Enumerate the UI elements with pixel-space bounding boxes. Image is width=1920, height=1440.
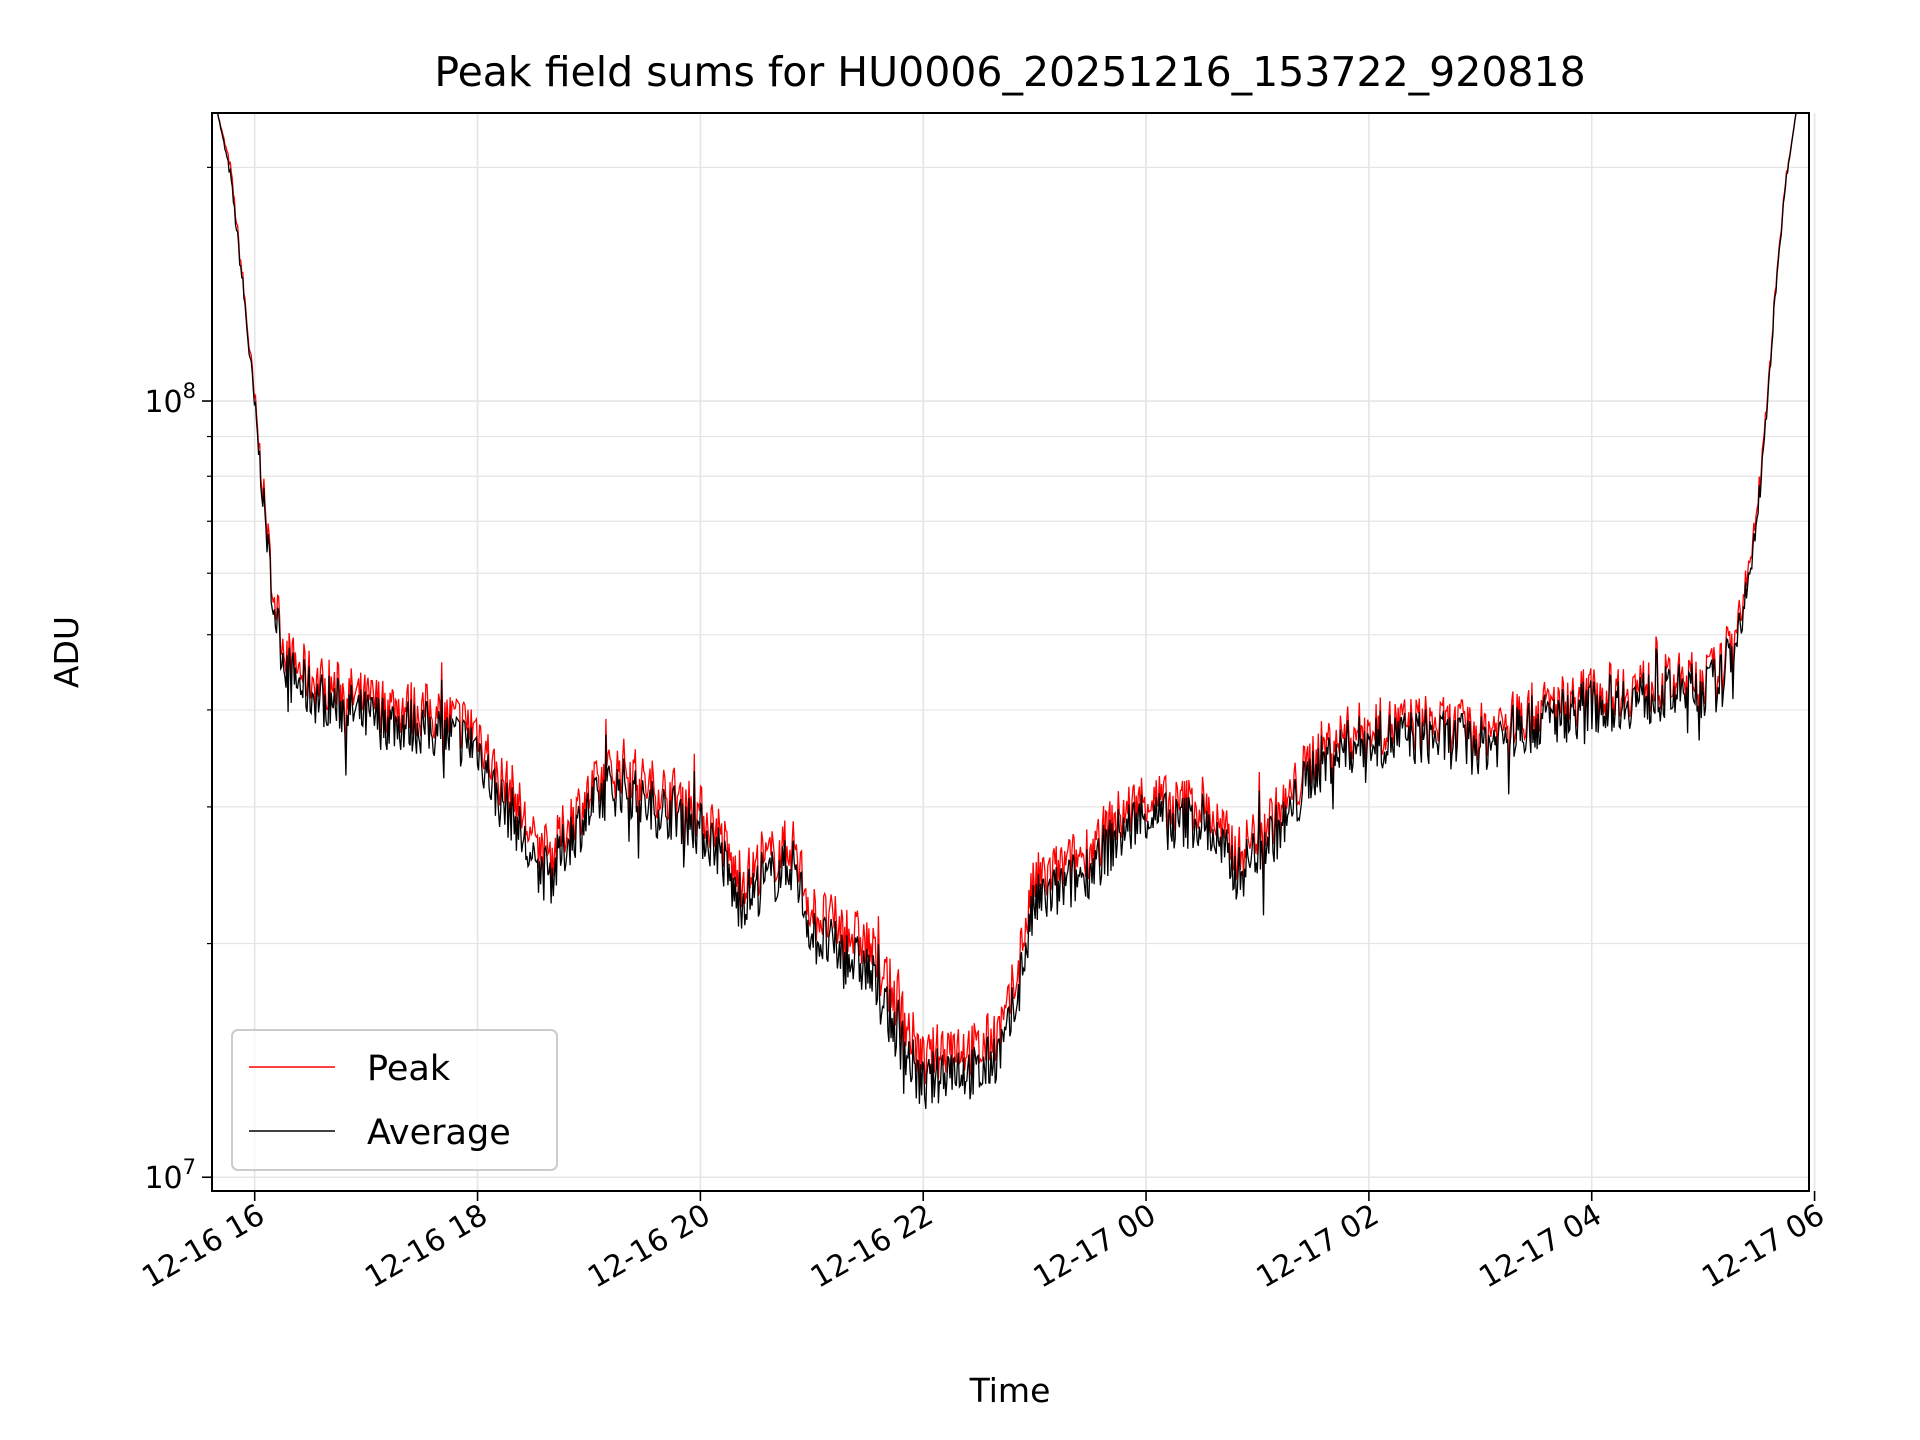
y-axis: 107 108 [144,166,212,1196]
chart-title: Peak field sums for HU0006_20251216_1537… [434,48,1585,96]
x-axis-label: Time [969,1371,1051,1410]
legend-label-average: Average [367,1113,511,1153]
y-axis-label: ADU [47,616,86,688]
series-layer [216,113,1797,1109]
gridlines [212,113,1816,1191]
legend: Peak Average [231,1029,558,1171]
legend-box [231,1029,558,1171]
y-tick-label: 108 [144,379,196,420]
y-tick-label: 107 [144,1155,196,1196]
legend-label-peak: Peak [367,1049,451,1089]
series-line-average [216,113,1797,1109]
plot-frame [211,112,1810,1192]
